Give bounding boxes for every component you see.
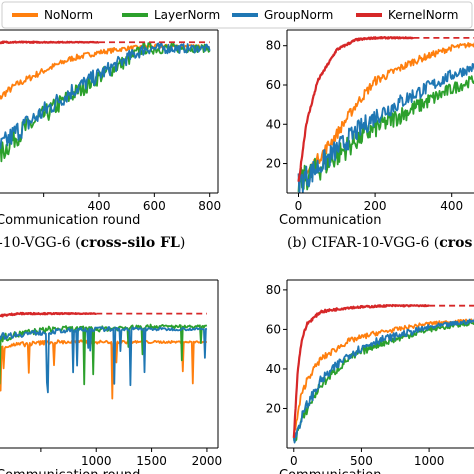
x-tick-label: 0 [295,199,303,213]
legend-label-kernelnorm: KernelNorm [388,8,458,22]
caption-a: -10-VGG-6 (cross-silo FL) [0,235,185,251]
x-tick-label: 2000 [192,454,223,468]
series-line-kernelnorm [0,40,100,45]
y-tick-label: 20 [266,157,281,171]
x-axis-label: Communication round [0,468,140,474]
legend-label-layernorm: LayerNorm [154,8,220,22]
x-tick-label: 500 [350,454,373,468]
series-line-layernorm [0,323,208,386]
x-tick-label: 0 [290,454,298,468]
panel-top-left: 400 600 800 Communication round [0,29,221,228]
x-tick-label: 600 [143,199,166,213]
x-tick-label: 200 [364,199,387,213]
caption-b: (b) CIFAR-10-VGG-6 (cros [287,235,473,251]
series-line-groupnorm [297,63,474,193]
legend: NoNorm LayerNorm GroupNorm KernelNorm [1,1,473,29]
legend-label-groupnorm: GroupNorm [264,8,333,22]
series-line-groupnorm [292,318,474,444]
series-line-kernelnorm [0,311,97,318]
x-tick-label: 400 [440,199,463,213]
series-line-kernelnorm [297,35,415,182]
y-tick-label: 60 [266,322,281,336]
y-tick-label: 80 [266,39,281,53]
x-axis-label: Communication round [0,213,140,228]
y-tick-label: 40 [266,117,281,131]
series-line-nonorm [0,43,210,101]
series-line-kernelnorm [292,303,430,438]
x-tick-label: 1000 [414,454,445,468]
panel-bottom-right: 0 500 1000 20 40 60 80 Communication [266,279,474,474]
x-axis-label: Communication [279,468,381,474]
x-axis-label: Communication [279,213,381,228]
series-line-nonorm [0,339,207,400]
panel-top-right: 0 200 400 20 40 60 80 Communication [266,29,474,228]
y-tick-label: 40 [266,362,281,376]
y-tick-label: 80 [266,283,281,297]
x-tick-label: 1000 [81,454,112,468]
y-tick-label: 20 [266,401,281,415]
x-tick-label: 1500 [136,454,167,468]
x-tick-label: 800 [198,199,221,213]
series-line-groupnorm [0,326,208,394]
panel-bottom-left: 0100015002000Communication round [0,279,223,474]
y-tick-label: 60 [266,78,281,92]
series-line-groupnorm [0,42,211,150]
legend-label-nonorm: NoNorm [44,8,93,22]
x-tick-label: 400 [88,199,111,213]
series-line-layernorm [297,75,474,192]
series-line-layernorm [0,41,211,163]
